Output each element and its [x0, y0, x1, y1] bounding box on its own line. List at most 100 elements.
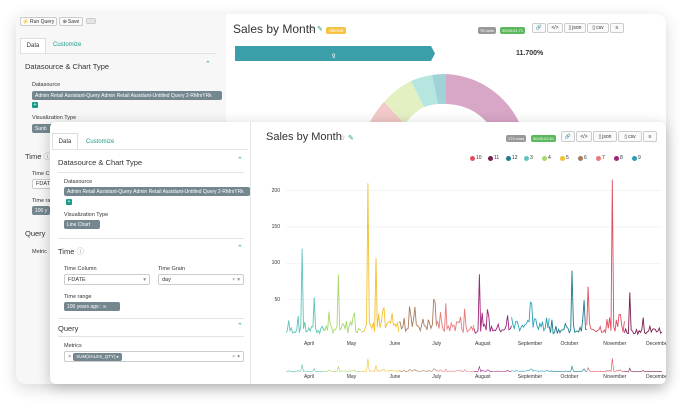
- csv-button[interactable]: ▯ csv: [587, 23, 609, 33]
- section-datasource-title[interactable]: Datasource & Chart Type: [25, 62, 110, 71]
- csv-button[interactable]: ▯ csv: [618, 131, 642, 142]
- time-range-value[interactable]: 100 years ago : ∞: [64, 302, 120, 311]
- brush-x-tick-label: May: [346, 374, 357, 380]
- section-time-title[interactable]: Time ⓘ: [25, 152, 51, 161]
- json-button[interactable]: ▯ json: [564, 23, 586, 33]
- sunburst-segment[interactable]: [432, 73, 446, 104]
- brush-x-tick-label: July: [432, 374, 442, 380]
- section-divider: [58, 336, 244, 337]
- caret-down-icon[interactable]: ▾: [237, 276, 240, 283]
- series-line[interactable]: [473, 274, 513, 334]
- legend-item[interactable]: 3: [524, 155, 533, 161]
- brush-overview[interactable]: [286, 356, 662, 374]
- star-icon[interactable]: ☆: [308, 26, 315, 33]
- clear-icon[interactable]: ×: [232, 353, 236, 360]
- caret-down-icon[interactable]: ▾: [237, 353, 240, 360]
- section-query-title[interactable]: Query: [58, 324, 79, 333]
- legend-label: 9: [638, 155, 641, 161]
- brush-series-line: [286, 364, 324, 373]
- time-column-select[interactable]: FDATE ▾: [64, 274, 150, 285]
- y-tick-label: 200: [271, 187, 280, 194]
- time-range-value[interactable]: 100 y: [32, 206, 50, 215]
- x-tick-label: May: [346, 341, 357, 347]
- legend-item[interactable]: 7: [596, 155, 605, 161]
- link-button[interactable]: 🔗: [532, 23, 546, 33]
- legend-dot: [614, 155, 619, 161]
- menu-button[interactable]: ≡: [643, 131, 657, 142]
- legend-label: 5: [566, 155, 569, 161]
- remove-metric-icon[interactable]: ×: [68, 353, 72, 360]
- brush-series-line: [361, 358, 399, 373]
- metrics-label: Metrics: [64, 343, 82, 349]
- datasource-value[interactable]: Admin Retail Assistant-Query Admin Retai…: [64, 187, 250, 196]
- legend-item[interactable]: 5: [560, 155, 569, 161]
- tab-customize[interactable]: Customize: [86, 139, 115, 145]
- series-line[interactable]: [323, 274, 362, 335]
- legend-item[interactable]: 6: [578, 155, 587, 161]
- save-button[interactable]: ⊕ Save: [59, 17, 83, 26]
- legend-item[interactable]: 12: [506, 155, 518, 161]
- link-button[interactable]: 🔗: [561, 131, 575, 142]
- time-column-select[interactable]: FDATE: [32, 179, 54, 189]
- chevron-up-icon[interactable]: ⌃: [205, 61, 211, 68]
- code-button[interactable]: </>: [576, 131, 592, 142]
- legend-item[interactable]: 11: [488, 155, 499, 161]
- legend-label: 12: [512, 155, 518, 161]
- legend-item[interactable]: 10: [470, 155, 482, 161]
- metric-pill[interactable]: SUM(SALES_QTY) ▸: [73, 352, 122, 361]
- code-button[interactable]: </>: [547, 23, 563, 33]
- add-icon[interactable]: +: [66, 199, 72, 205]
- datasource-value[interactable]: Admin Retail Assistant-Query Admin Retai…: [32, 91, 222, 100]
- tab-data[interactable]: Data: [52, 133, 78, 149]
- series-line[interactable]: [586, 179, 625, 334]
- json-button[interactable]: ▯ json: [593, 131, 617, 142]
- query-timer-badge: 00:00:02.61: [531, 135, 557, 142]
- section-datasource-title[interactable]: Datasource & Chart Type: [58, 158, 143, 167]
- visualization-type-value[interactable]: Line Chart: [64, 220, 100, 229]
- toggle-button[interactable]: [86, 18, 96, 24]
- brush-x-tick-label: December: [646, 374, 666, 380]
- series-line[interactable]: [511, 301, 550, 333]
- sunburst-segment[interactable]: [411, 75, 438, 107]
- visualization-type-value[interactable]: Sunb: [32, 124, 54, 133]
- chevron-up-icon[interactable]: ⌃: [237, 157, 243, 164]
- series-line[interactable]: [398, 298, 437, 333]
- y-tick-label: 100: [271, 260, 280, 267]
- run-query-button[interactable]: ⚡ Run Query: [20, 17, 57, 26]
- section-query-title[interactable]: Query: [25, 229, 46, 238]
- y-tick-label: 150: [271, 223, 280, 230]
- time-range-label: Time ra: [32, 198, 51, 204]
- legend-item[interactable]: 9: [632, 155, 641, 161]
- legend-dot: [578, 155, 583, 161]
- chevron-up-icon[interactable]: ⌃: [237, 323, 243, 330]
- sunburst-segment[interactable]: [384, 81, 424, 124]
- caret-down-icon[interactable]: ▾: [143, 276, 146, 283]
- star-icon[interactable]: ☆: [339, 135, 346, 142]
- section-divider: [58, 318, 244, 319]
- add-icon[interactable]: +: [32, 102, 38, 108]
- legend-item[interactable]: 8: [614, 155, 623, 161]
- series-line[interactable]: [286, 248, 325, 335]
- tab-data[interactable]: Data: [20, 38, 46, 53]
- code-icon: </>: [551, 25, 559, 31]
- x-tick-label: April: [304, 341, 315, 347]
- series-line[interactable]: [435, 303, 475, 334]
- series-line[interactable]: [360, 183, 400, 333]
- series-line[interactable]: [623, 292, 662, 336]
- menu-button[interactable]: ≡: [610, 23, 624, 33]
- time-grain-select[interactable]: day × ▾: [158, 274, 244, 285]
- series-line[interactable]: [548, 270, 587, 335]
- edit-icon[interactable]: ✎: [348, 135, 354, 142]
- section-divider: [58, 172, 244, 173]
- plus-circle-icon: ⊕: [62, 18, 67, 25]
- tab-customize[interactable]: Customize: [53, 42, 82, 48]
- section-time-title[interactable]: Time ⓘ: [58, 247, 84, 256]
- edit-icon[interactable]: ✎: [317, 26, 323, 33]
- brush-series-line: [511, 368, 550, 372]
- breadcrumb-bar[interactable]: [235, 46, 435, 62]
- link-icon: 🔗: [564, 133, 572, 140]
- legend-item[interactable]: 4: [542, 155, 551, 161]
- metrics-select[interactable]: × SUM(SALES_QTY) ▸ × ▾: [64, 351, 244, 362]
- chevron-up-icon[interactable]: ⌃: [237, 245, 243, 252]
- clear-icon[interactable]: ×: [232, 276, 236, 283]
